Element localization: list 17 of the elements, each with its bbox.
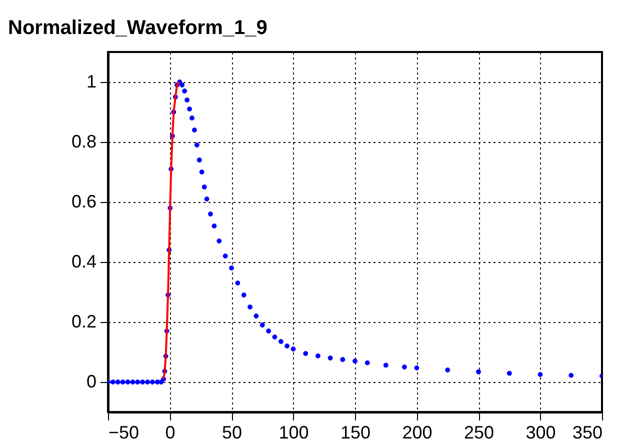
x-tick-label: 50	[222, 422, 242, 442]
y-tick-label: 0.6	[71, 192, 96, 212]
x-tick-label: 150	[340, 422, 371, 442]
y-tick-label: 0	[86, 372, 96, 392]
chart-title: Normalized_Waveform_1_9	[8, 17, 268, 39]
x-tick-label: 250	[464, 422, 494, 442]
y-tick-label: 0.2	[71, 312, 96, 332]
x-tick-label: 350	[572, 422, 602, 442]
y-tick-label: 0.4	[71, 252, 96, 272]
y-tick-label: 1	[86, 72, 96, 92]
x-tick-label: 0	[165, 422, 176, 442]
x-tick-label: 100	[278, 422, 309, 442]
y-tick-label: 0.8	[71, 132, 96, 152]
line-series	[162, 81, 181, 380]
x-tick-label: 300	[526, 422, 556, 442]
x-tick-label: 200	[402, 422, 432, 442]
x-tick-label: −50	[108, 422, 140, 442]
